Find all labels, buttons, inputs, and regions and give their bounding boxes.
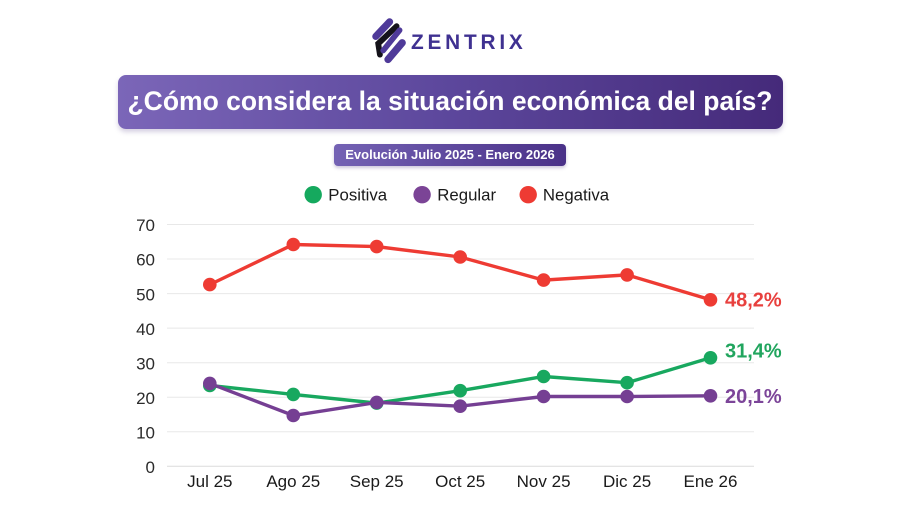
svg-text:Dic 25: Dic 25 bbox=[603, 472, 651, 491]
svg-text:20: 20 bbox=[136, 389, 155, 408]
svg-text:10: 10 bbox=[136, 424, 155, 443]
svg-text:Jul 25: Jul 25 bbox=[187, 472, 232, 491]
svg-text:Nov 25: Nov 25 bbox=[517, 472, 571, 491]
svg-text:Sep 25: Sep 25 bbox=[350, 472, 404, 491]
svg-text:Negativa: Negativa bbox=[543, 186, 610, 205]
svg-text:Ago 25: Ago 25 bbox=[266, 472, 320, 491]
svg-text:31,4%: 31,4% bbox=[725, 340, 782, 362]
svg-text:Positiva: Positiva bbox=[328, 186, 387, 205]
svg-text:Oct 25: Oct 25 bbox=[435, 472, 485, 491]
svg-text:0: 0 bbox=[146, 458, 155, 477]
svg-text:30: 30 bbox=[136, 354, 155, 373]
svg-text:Ene 26: Ene 26 bbox=[684, 472, 738, 491]
svg-text:Regular: Regular bbox=[437, 186, 496, 205]
svg-text:50: 50 bbox=[136, 285, 155, 304]
svg-text:40: 40 bbox=[136, 320, 155, 339]
svg-text:20,1%: 20,1% bbox=[725, 386, 782, 408]
svg-text:70: 70 bbox=[136, 216, 155, 235]
svg-text:48,2%: 48,2% bbox=[725, 290, 782, 312]
svg-text:60: 60 bbox=[136, 251, 155, 270]
